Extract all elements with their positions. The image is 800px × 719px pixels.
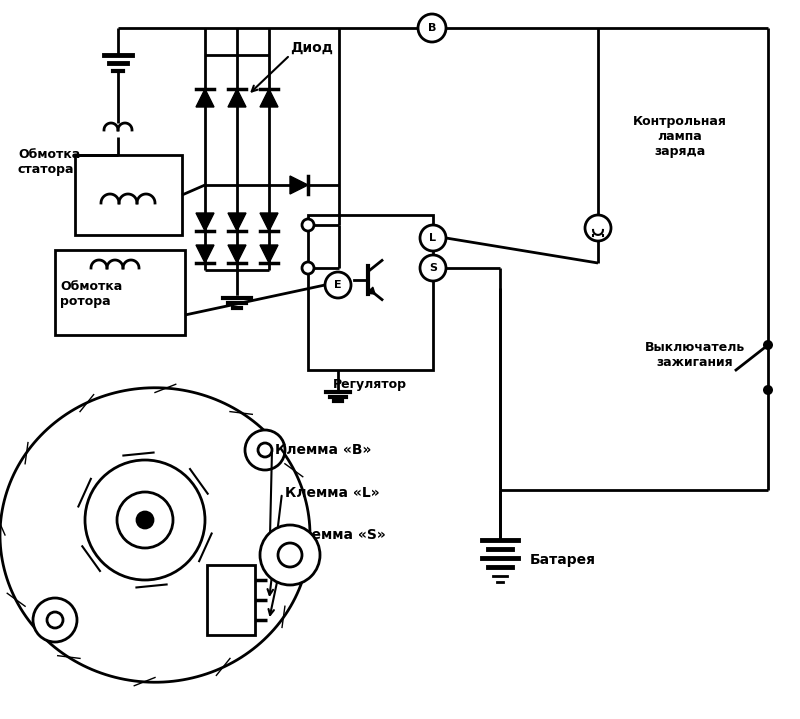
Circle shape: [585, 215, 611, 241]
Circle shape: [763, 340, 773, 350]
Text: S: S: [429, 263, 437, 273]
Polygon shape: [228, 245, 246, 263]
Circle shape: [278, 543, 302, 567]
Circle shape: [302, 219, 314, 231]
Polygon shape: [196, 213, 214, 231]
Polygon shape: [260, 213, 278, 231]
Polygon shape: [368, 287, 375, 294]
Circle shape: [85, 460, 205, 580]
Polygon shape: [196, 89, 214, 107]
Text: Выключатель
зажигания: Выключатель зажигания: [645, 341, 745, 369]
Bar: [207, 565, 255, 635]
Text: Контрольная
лампа
заряда: Контрольная лампа заряда: [633, 115, 727, 158]
Text: Батарея: Батарея: [530, 553, 596, 567]
Text: E: E: [334, 280, 342, 290]
Circle shape: [245, 430, 285, 470]
Text: Обмотка
ротора: Обмотка ротора: [60, 280, 122, 308]
Circle shape: [418, 14, 446, 42]
Polygon shape: [260, 245, 278, 263]
Bar: [55, 250, 185, 335]
Polygon shape: [196, 245, 214, 263]
Text: B: B: [428, 23, 436, 33]
Circle shape: [763, 385, 773, 395]
Circle shape: [420, 255, 446, 281]
Polygon shape: [290, 176, 308, 194]
Polygon shape: [228, 89, 246, 107]
Circle shape: [258, 443, 272, 457]
Polygon shape: [228, 213, 246, 231]
Circle shape: [302, 262, 314, 274]
Circle shape: [325, 272, 351, 298]
Circle shape: [420, 225, 446, 251]
Polygon shape: [260, 89, 278, 107]
Bar: [75, 155, 182, 235]
Text: L: L: [430, 233, 437, 243]
Circle shape: [33, 598, 77, 642]
Circle shape: [47, 612, 63, 628]
Text: Диод: Диод: [290, 41, 333, 55]
Circle shape: [137, 512, 153, 528]
Text: Клемма «S»: Клемма «S»: [290, 528, 386, 542]
Text: Регулятор: Регулятор: [333, 378, 407, 391]
Text: Обмотка
статора: Обмотка статора: [18, 148, 80, 176]
Text: Клемма «L»: Клемма «L»: [285, 486, 380, 500]
Text: Клемма «В»: Клемма «В»: [275, 443, 371, 457]
Circle shape: [260, 525, 320, 585]
Circle shape: [117, 492, 173, 548]
Bar: [308, 215, 433, 370]
